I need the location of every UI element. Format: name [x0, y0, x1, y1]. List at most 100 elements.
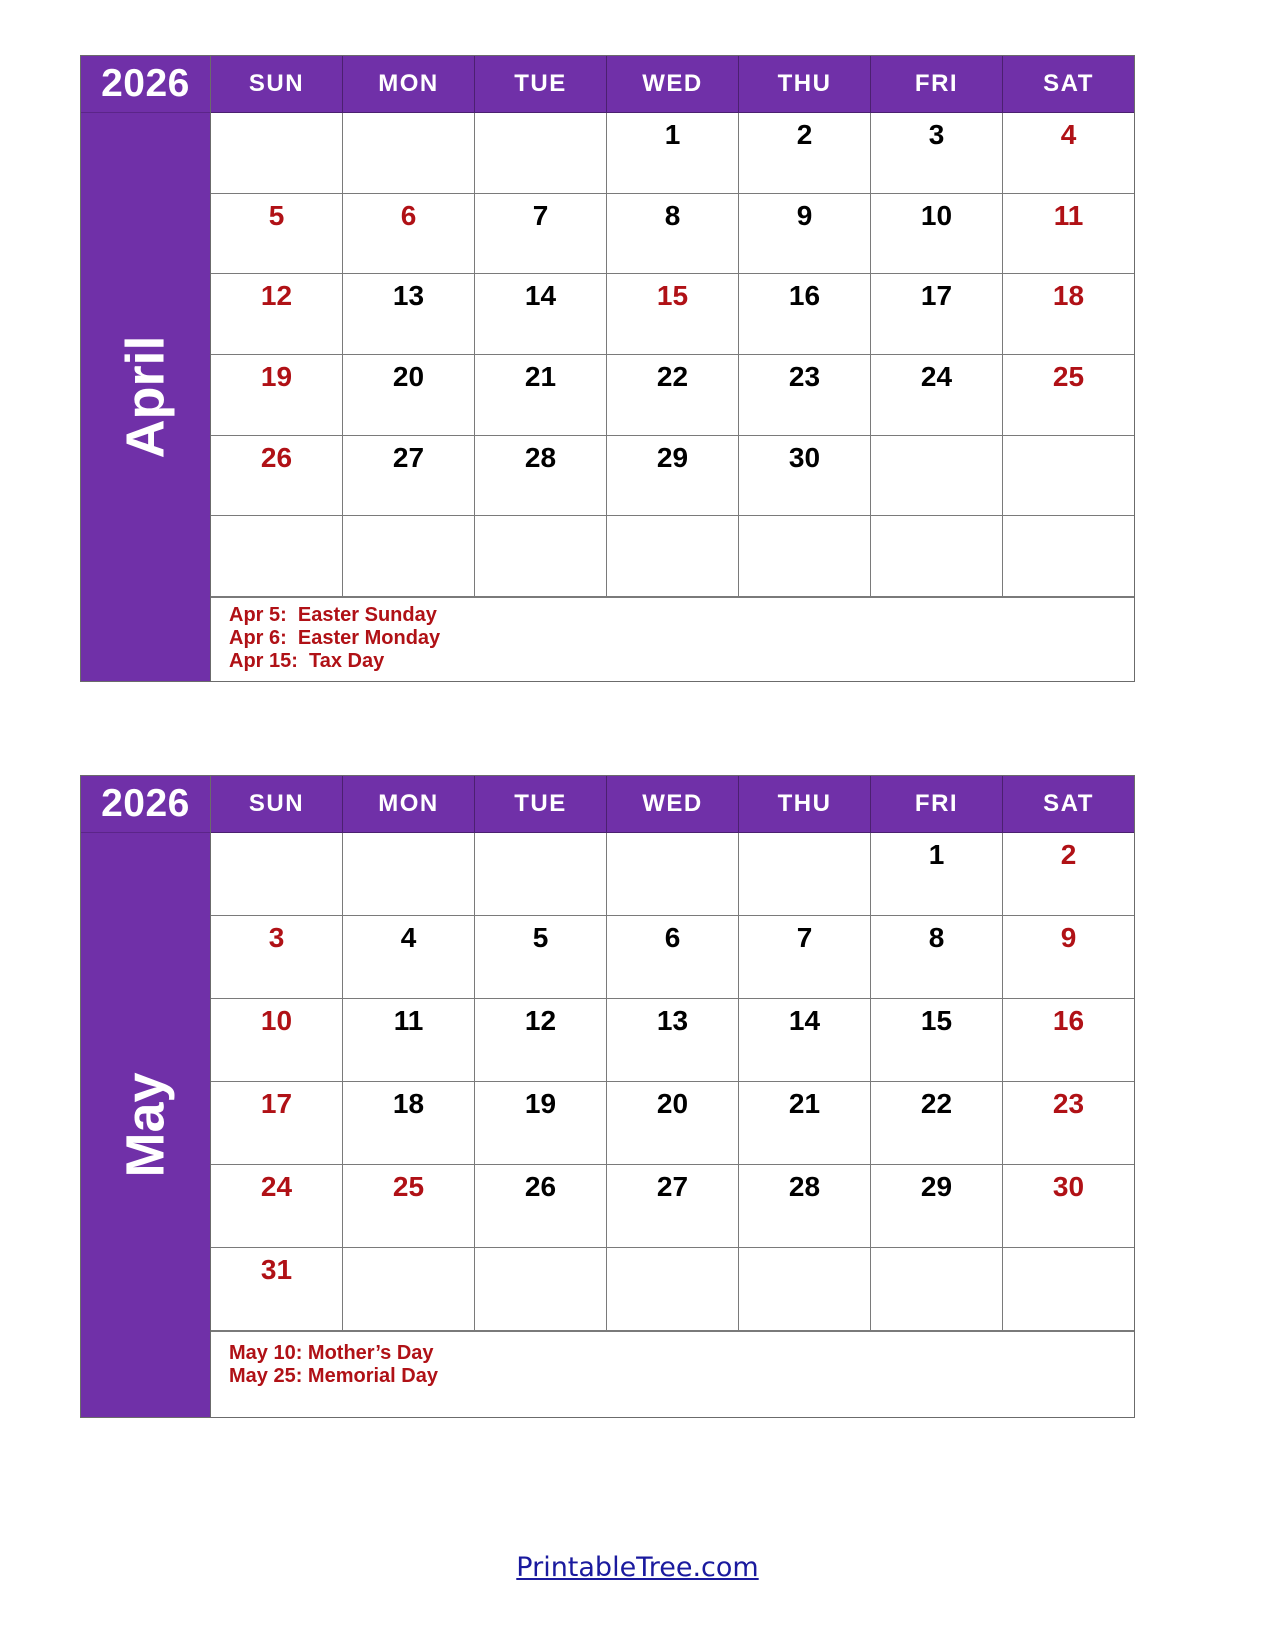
day-cell[interactable]: [211, 113, 343, 194]
day-cell[interactable]: 4: [1003, 113, 1134, 194]
day-cell[interactable]: 18: [343, 1082, 475, 1165]
day-cell[interactable]: 21: [739, 1082, 871, 1165]
day-cell[interactable]: 23: [739, 355, 871, 436]
weekday-header-sun: SUN: [211, 56, 343, 113]
day-cell[interactable]: 30: [739, 435, 871, 517]
weekday-header-thu: THU: [739, 56, 871, 113]
day-cell[interactable]: 20: [343, 355, 475, 436]
day-cell[interactable]: 7: [475, 193, 607, 275]
day-cell[interactable]: 14: [739, 999, 871, 1082]
weekday-header-thu: THU: [739, 776, 871, 833]
day-cell[interactable]: 17: [211, 1082, 343, 1165]
week-row: 3 4 5 6 7 8 9: [211, 916, 1134, 999]
day-cell[interactable]: 22: [607, 355, 739, 436]
weekday-header-fri: FRI: [871, 776, 1003, 833]
day-cell[interactable]: 19: [475, 1082, 607, 1165]
day-cell[interactable]: [607, 833, 739, 916]
day-cell[interactable]: 8: [607, 193, 739, 275]
week-row: 31: [211, 1248, 1134, 1331]
day-cell[interactable]: 28: [739, 1165, 871, 1248]
day-cell[interactable]: 13: [343, 274, 475, 356]
day-cell[interactable]: [871, 516, 1003, 598]
day-cell[interactable]: 3: [211, 916, 343, 999]
day-cell[interactable]: 6: [343, 193, 475, 275]
day-cell[interactable]: 1: [607, 113, 739, 194]
day-cell[interactable]: 16: [739, 274, 871, 356]
day-cell[interactable]: 9: [739, 193, 871, 275]
day-cell[interactable]: 4: [343, 916, 475, 999]
day-cell[interactable]: [343, 1248, 475, 1331]
day-cell[interactable]: [475, 833, 607, 916]
day-cell[interactable]: 25: [1003, 355, 1134, 436]
day-cell[interactable]: 26: [211, 435, 343, 517]
day-cell[interactable]: [475, 113, 607, 194]
day-cell[interactable]: 31: [211, 1248, 343, 1331]
day-cell[interactable]: 15: [871, 999, 1003, 1082]
day-cell[interactable]: [343, 113, 475, 194]
week-row: [211, 516, 1134, 598]
day-cell[interactable]: [475, 1248, 607, 1331]
day-cell[interactable]: 6: [607, 916, 739, 999]
day-cell[interactable]: 11: [343, 999, 475, 1082]
day-cell[interactable]: 5: [211, 193, 343, 275]
day-cell[interactable]: [1003, 516, 1134, 598]
day-cell[interactable]: 7: [739, 916, 871, 999]
day-cell[interactable]: 22: [871, 1082, 1003, 1165]
weekday-header-row-april: SUN MON TUE WED THU FRI SAT: [211, 56, 1134, 113]
day-cell[interactable]: 24: [211, 1165, 343, 1248]
day-cell[interactable]: 18: [1003, 274, 1134, 356]
weekday-header-tue: TUE: [475, 776, 607, 833]
day-cell[interactable]: 26: [475, 1165, 607, 1248]
day-cell[interactable]: 29: [871, 1165, 1003, 1248]
day-cell[interactable]: 14: [475, 274, 607, 356]
day-cell[interactable]: 30: [1003, 1165, 1134, 1248]
day-cell[interactable]: 27: [607, 1165, 739, 1248]
day-cell[interactable]: [211, 516, 343, 598]
day-cell[interactable]: 16: [1003, 999, 1134, 1082]
day-cell[interactable]: 10: [211, 999, 343, 1082]
week-row: 12 13 14 15 16 17 18: [211, 274, 1134, 356]
day-cell[interactable]: 19: [211, 355, 343, 436]
day-cell[interactable]: 17: [871, 274, 1003, 356]
weekday-header-row-may: SUN MON TUE WED THU FRI SAT: [211, 776, 1134, 833]
calendar-grid-april: SUN MON TUE WED THU FRI SAT 1 2 3 4: [211, 56, 1134, 681]
day-cell[interactable]: 2: [739, 113, 871, 194]
day-cell[interactable]: [343, 833, 475, 916]
day-cell[interactable]: [607, 516, 739, 598]
day-cell[interactable]: 27: [343, 435, 475, 517]
day-cell[interactable]: 23: [1003, 1082, 1134, 1165]
day-cell[interactable]: 12: [475, 999, 607, 1082]
day-cell[interactable]: [475, 516, 607, 598]
day-cell[interactable]: 5: [475, 916, 607, 999]
printabletree-link[interactable]: PrintableTree.com: [516, 1552, 759, 1583]
day-cell[interactable]: [739, 833, 871, 916]
weekday-header-sat: SAT: [1003, 56, 1134, 113]
day-cell[interactable]: 25: [343, 1165, 475, 1248]
day-cell[interactable]: 3: [871, 113, 1003, 194]
day-cell[interactable]: [871, 435, 1003, 517]
day-cell[interactable]: 11: [1003, 194, 1134, 275]
day-cell[interactable]: 29: [607, 435, 739, 517]
day-cell[interactable]: 21: [475, 355, 607, 436]
week-row: 5 6 7 8 9 10 11: [211, 193, 1134, 275]
day-cell[interactable]: [1003, 1248, 1134, 1331]
day-cell[interactable]: 20: [607, 1082, 739, 1165]
day-cell[interactable]: [211, 833, 343, 916]
week-row: 1 2 3 4: [211, 113, 1134, 194]
day-cell[interactable]: [739, 516, 871, 598]
day-cell[interactable]: [1003, 436, 1134, 517]
day-cell[interactable]: [739, 1248, 871, 1331]
day-cell[interactable]: [607, 1248, 739, 1331]
day-cell[interactable]: 28: [475, 435, 607, 517]
day-cell[interactable]: 15: [607, 274, 739, 356]
day-cell[interactable]: 24: [871, 355, 1003, 436]
day-cell[interactable]: 13: [607, 999, 739, 1082]
day-cell[interactable]: [871, 1248, 1003, 1331]
day-cell[interactable]: 8: [871, 916, 1003, 999]
day-cell[interactable]: 12: [211, 274, 343, 356]
day-cell[interactable]: [343, 516, 475, 598]
day-cell[interactable]: 2: [1003, 833, 1134, 916]
day-cell[interactable]: 9: [1003, 916, 1134, 999]
day-cell[interactable]: 1: [871, 833, 1003, 916]
day-cell[interactable]: 10: [871, 193, 1003, 275]
